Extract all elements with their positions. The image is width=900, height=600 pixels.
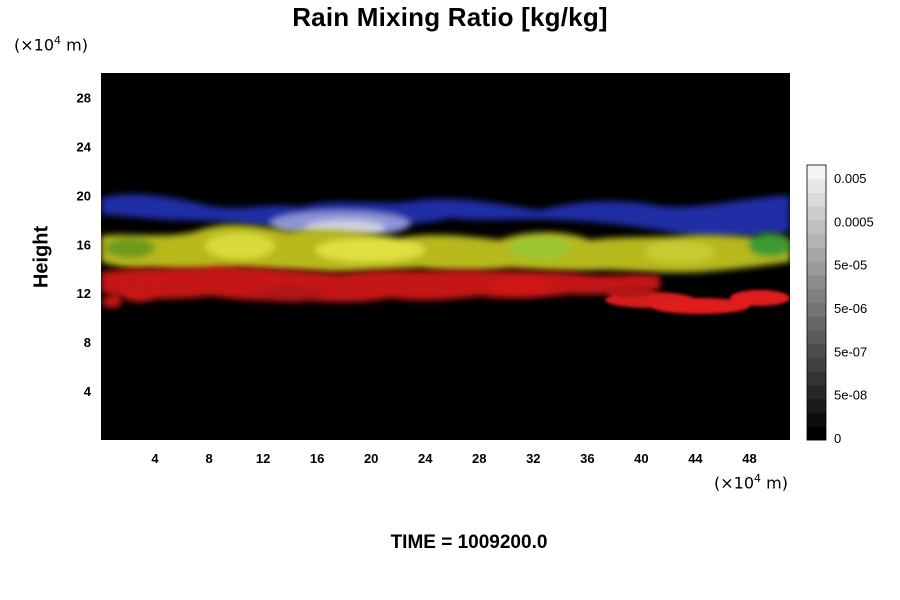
colorbar-step bbox=[807, 343, 826, 358]
colorbar-label: 0.0005 bbox=[834, 214, 874, 229]
colorbar-step bbox=[807, 385, 826, 400]
lower-layer-red-speckle bbox=[605, 287, 790, 314]
colorbar: 0.005 0.0005 5e-05 5e-06 5e-07 5e-08 0 bbox=[806, 164, 874, 446]
x-tick-label: 8 bbox=[205, 451, 212, 466]
x-tick-label: 32 bbox=[526, 451, 540, 466]
colorbar-frame bbox=[806, 164, 827, 441]
y-axis-unit: (×104 m) bbox=[14, 34, 88, 55]
x-tick-label: 40 bbox=[634, 451, 648, 466]
colorbar-step bbox=[807, 302, 826, 317]
colorbar-label: 0 bbox=[834, 431, 841, 446]
middle-layer-yellow bbox=[101, 224, 790, 273]
colorbar-step bbox=[807, 165, 826, 180]
lower-layer-red bbox=[101, 266, 660, 308]
colorbar-step bbox=[807, 398, 826, 413]
x-tick-label: 36 bbox=[580, 451, 594, 466]
colorbar-step bbox=[807, 371, 826, 386]
time-label: TIME = 1009200.0 bbox=[390, 532, 548, 553]
colorbar-label: 5e-08 bbox=[834, 388, 867, 403]
colorbar-step bbox=[807, 357, 826, 372]
y-tick-label: 4 bbox=[84, 384, 92, 399]
x-tick-label: 24 bbox=[418, 451, 433, 466]
y-tick-label: 16 bbox=[77, 237, 91, 252]
colorbar-step bbox=[807, 220, 826, 235]
colorbar-label: 5e-06 bbox=[834, 301, 867, 316]
chart-title: Rain Mixing Ratio [kg/kg] bbox=[292, 2, 608, 32]
x-tick-label: 4 bbox=[151, 451, 159, 466]
y-tick-label: 12 bbox=[77, 286, 91, 301]
x-tick-label: 20 bbox=[364, 451, 378, 466]
colorbar-step bbox=[807, 206, 826, 221]
x-tick-label: 12 bbox=[256, 451, 270, 466]
y-axis-ticks: 4 8 12 16 20 24 28 bbox=[77, 90, 92, 399]
colorbar-step bbox=[807, 426, 826, 441]
x-tick-label: 16 bbox=[310, 451, 324, 466]
colorbar-step bbox=[807, 247, 826, 262]
x-axis-ticks: 4 8 12 16 20 24 28 32 36 40 44 48 bbox=[151, 451, 756, 466]
y-tick-label: 20 bbox=[77, 188, 91, 203]
colorbar-step bbox=[807, 192, 826, 207]
colorbar-label: 5e-05 bbox=[834, 258, 867, 273]
colorbar-step bbox=[807, 178, 826, 193]
y-tick-label: 24 bbox=[77, 139, 92, 154]
y-tick-label: 28 bbox=[77, 90, 91, 105]
colorbar-step bbox=[807, 316, 826, 331]
colorbar-step bbox=[807, 261, 826, 276]
y-tick-label: 8 bbox=[84, 335, 91, 350]
colorbar-step bbox=[807, 288, 826, 303]
colorbar-step bbox=[807, 233, 826, 248]
colorbar-step bbox=[807, 412, 826, 427]
x-tick-label: 28 bbox=[472, 451, 486, 466]
x-axis-unit: (×104 m) bbox=[714, 472, 788, 493]
x-tick-label: 44 bbox=[688, 451, 703, 466]
rain-field bbox=[101, 194, 790, 314]
colorbar-label: 5e-07 bbox=[834, 344, 867, 359]
colorbar-label: 0.005 bbox=[834, 171, 867, 186]
x-tick-label: 48 bbox=[742, 451, 756, 466]
colorbar-step bbox=[807, 330, 826, 345]
colorbar-step bbox=[807, 275, 826, 290]
